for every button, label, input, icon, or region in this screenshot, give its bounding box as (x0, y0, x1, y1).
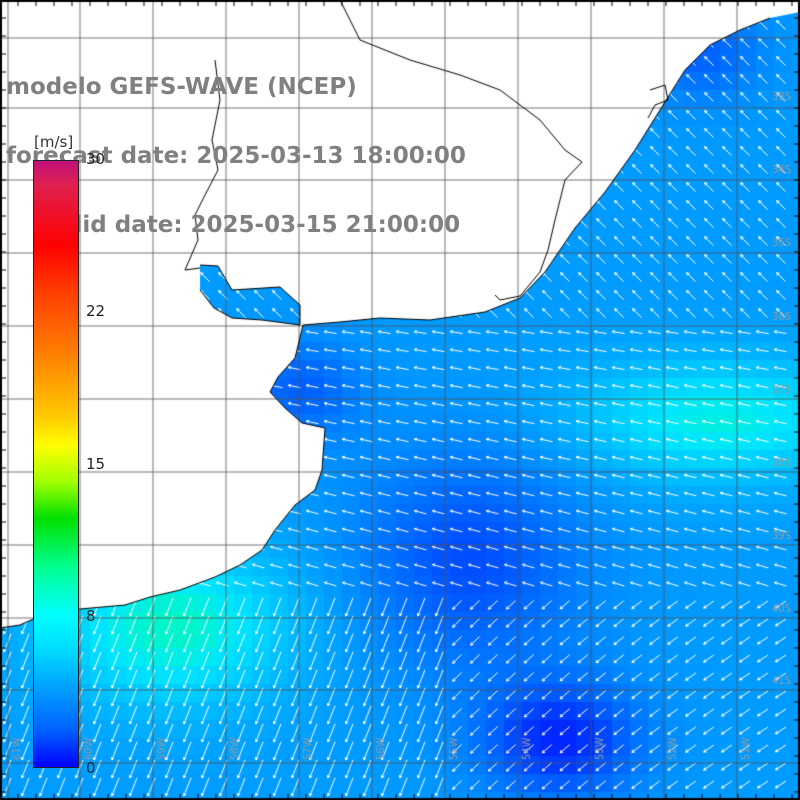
colorbar-unit: [m/s] (34, 133, 73, 151)
colorbar-tick-8: 8 (86, 609, 96, 624)
colorbar (33, 160, 79, 768)
colorbar-tick-22: 22 (86, 304, 105, 319)
title-model: modelo GEFS-WAVE (NCEP) (6, 76, 466, 99)
colorbar-tick-0: 0 (86, 761, 96, 776)
colorbar-tick-30: 30 (86, 152, 105, 167)
colorbar-tick-15: 15 (86, 457, 105, 472)
